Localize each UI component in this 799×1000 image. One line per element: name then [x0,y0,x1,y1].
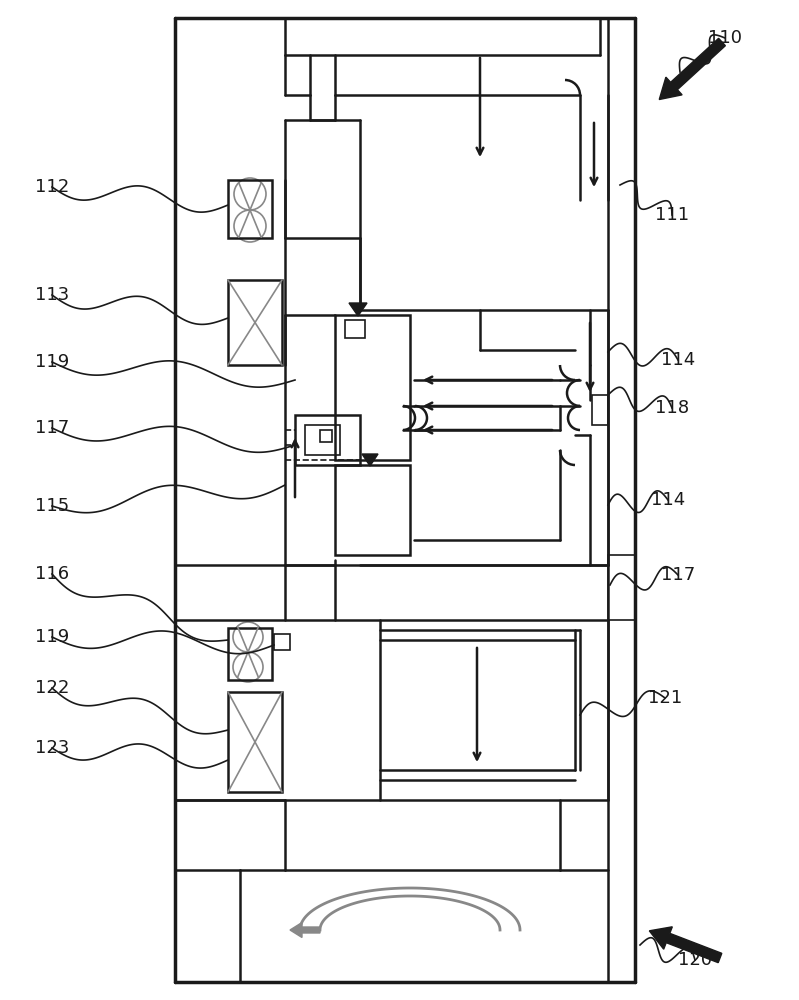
Bar [228,280,282,365]
Text: 119: 119 [35,628,70,646]
Bar [228,692,282,792]
Text: 113: 113 [35,286,70,304]
Bar [228,180,272,238]
Text: 111: 111 [655,206,689,224]
Bar [274,634,290,650]
Text: 118: 118 [655,399,689,417]
Text: 119: 119 [35,353,70,371]
Text: 114: 114 [661,351,695,369]
Text: 120: 120 [678,951,712,969]
Text: 117: 117 [661,566,695,584]
Bar [345,320,365,338]
FancyArrow shape [659,38,725,100]
Text: 112: 112 [35,178,70,196]
Bar [320,430,332,442]
FancyArrow shape [290,922,320,938]
Text: 110: 110 [708,29,742,47]
Text: 114: 114 [651,491,685,509]
Text: 123: 123 [35,739,70,757]
Bar [335,465,410,555]
Bar [592,395,608,425]
Text: 116: 116 [35,565,69,583]
Text: 115: 115 [35,497,70,515]
Polygon shape [362,454,378,466]
Text: 117: 117 [35,419,70,437]
Polygon shape [349,303,367,316]
Bar [295,415,360,465]
FancyArrow shape [650,927,721,963]
Text: 121: 121 [648,689,682,707]
Bar [335,315,410,460]
Bar [228,628,272,680]
Text: 122: 122 [35,679,70,697]
Bar [305,425,340,455]
Bar [608,555,635,620]
